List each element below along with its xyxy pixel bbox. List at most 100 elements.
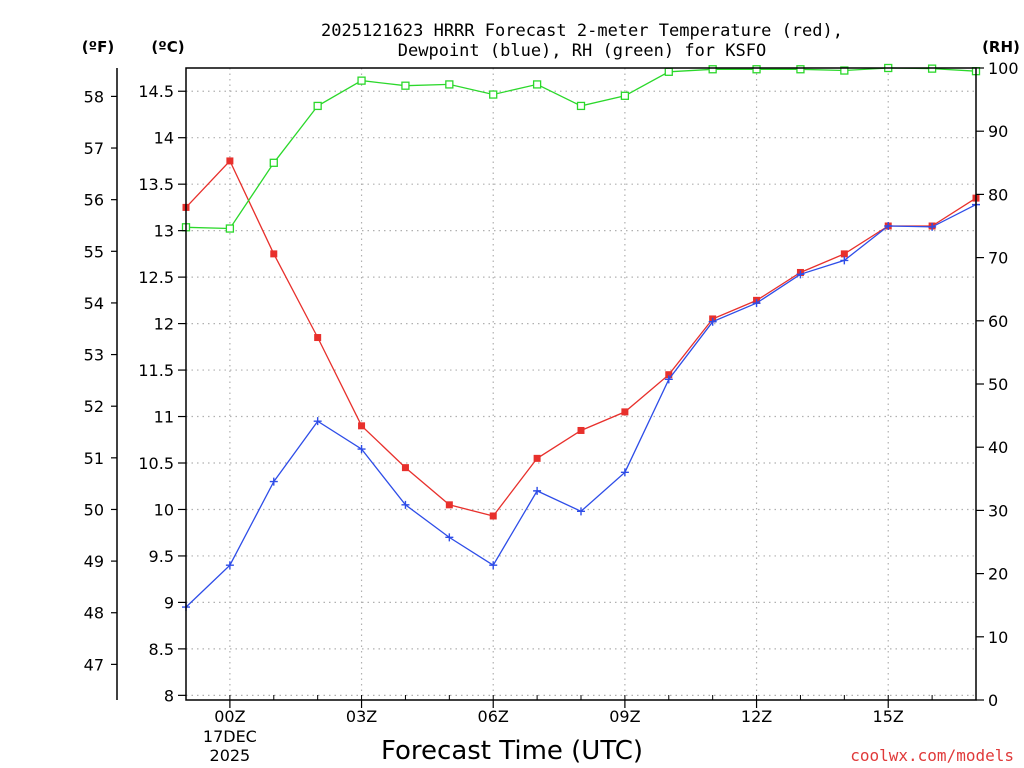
- temperature-point: [358, 422, 366, 430]
- rh-tick-label: 10: [988, 628, 1008, 647]
- rh-point: [576, 101, 586, 111]
- time-tick-label: 12Z: [741, 707, 772, 726]
- fahrenheit-tick-label: 49: [84, 552, 104, 571]
- rh-point: [269, 158, 278, 167]
- fahrenheit-tick-label: 47: [84, 655, 104, 674]
- celsius-tick-label: 9: [164, 593, 174, 612]
- celsius-tick-label: 11.5: [138, 361, 174, 380]
- celsius-tick-label: 9.5: [149, 547, 174, 566]
- dewpoint-point: [445, 533, 454, 542]
- rh-axis: 0 10 20 30 40 50 60 70 80 90 100: [976, 59, 1019, 710]
- celsius-tick-label: 10.5: [138, 454, 174, 473]
- celsius-tick-label: 12: [154, 315, 174, 334]
- rh-point: [620, 91, 630, 100]
- rh-point: [708, 65, 717, 74]
- rh-unit-label: (RH): [982, 38, 1020, 56]
- time-year-label: 2025: [210, 746, 251, 765]
- temperature-point: [577, 426, 585, 434]
- temperature-point: [621, 408, 629, 416]
- rh-tick-label: 20: [988, 565, 1008, 584]
- fahrenheit-tick-label: 52: [84, 397, 104, 416]
- rh-point: [664, 67, 673, 76]
- fahrenheit-axis: 47 48 49 50 51 52 53 54 55 56 57 58: [84, 87, 117, 674]
- rh-line: [185, 67, 977, 230]
- rh-point: [840, 66, 849, 75]
- celsius-tick-label: 11: [154, 408, 174, 427]
- chart-title-line1: 2025121623 HRRR Forecast 2-meter Tempera…: [321, 21, 843, 41]
- plot-frame: [185, 67, 977, 701]
- dewpoint-point: [840, 256, 849, 265]
- time-tick-label: 00Z: [214, 707, 245, 726]
- dewpoint-point: [796, 270, 805, 279]
- rh-point: [532, 80, 542, 89]
- rh-tick-label: 100: [988, 59, 1019, 78]
- fahrenheit-tick-label: 51: [84, 449, 104, 468]
- dewpoint-point: [928, 222, 937, 231]
- fahrenheit-tick-label: 58: [84, 87, 104, 106]
- fahrenheit-tick-label: 48: [84, 604, 104, 623]
- dewpoint-point: [269, 477, 278, 486]
- temperature-point: [489, 512, 497, 520]
- celsius-unit-label: (ºC): [151, 38, 184, 56]
- dewpoint-point: [577, 507, 585, 516]
- celsius-tick-label: 12.5: [138, 268, 174, 287]
- dewpoint-point: [225, 561, 234, 570]
- dewpoint-point: [357, 445, 366, 454]
- fahrenheit-tick-label: 57: [84, 139, 104, 158]
- temperature-point: [840, 250, 848, 258]
- fahrenheit-tick-label: 56: [84, 191, 104, 210]
- rh-point: [796, 65, 805, 74]
- rh-tick-label: 60: [988, 312, 1008, 331]
- rh-point: [401, 81, 410, 90]
- rh-tick-label: 0: [988, 691, 998, 710]
- temperature-point: [401, 464, 409, 472]
- credit-link[interactable]: coolwx.com/models: [850, 746, 1014, 765]
- rh-tick-label: 70: [988, 249, 1008, 268]
- fahrenheit-tick-label: 55: [84, 242, 104, 261]
- rh-tick-label: 90: [988, 122, 1008, 141]
- celsius-tick-label: 10: [154, 500, 174, 519]
- rh-point: [357, 76, 366, 85]
- dewpoint-line: [185, 204, 977, 608]
- dewpoint-point: [533, 486, 542, 495]
- fahrenheit-unit-label: (ºF): [82, 38, 114, 56]
- rh-point: [313, 101, 322, 111]
- temperature-point: [270, 250, 278, 258]
- rh-tick-label: 80: [988, 185, 1008, 204]
- rh-tick-label: 50: [988, 375, 1008, 394]
- celsius-tick-label: 8.5: [149, 640, 174, 659]
- celsius-tick-label: 13.5: [138, 175, 174, 194]
- grid-lines: [186, 68, 976, 700]
- rh-point: [489, 90, 498, 99]
- dewpoint-point: [664, 375, 673, 384]
- dewpoint-point: [489, 561, 498, 570]
- celsius-tick-label: 13: [154, 222, 174, 241]
- celsius-tick-label: 8: [164, 686, 174, 705]
- fahrenheit-tick-label: 50: [84, 500, 104, 519]
- temperature-point: [533, 454, 541, 462]
- series-layer: [181, 63, 981, 612]
- dewpoint-point: [620, 468, 629, 477]
- fahrenheit-tick-label: 53: [84, 346, 104, 365]
- fahrenheit-tick-label: 54: [84, 294, 104, 313]
- dewpoint-point: [313, 417, 322, 426]
- time-tick-label: 06Z: [478, 707, 509, 726]
- temperature-point: [226, 157, 234, 165]
- rh-point: [225, 224, 235, 233]
- temperature-point: [665, 371, 673, 379]
- time-tick-label: 09Z: [609, 707, 640, 726]
- chart-title-line2: Dewpoint (blue), RH (green) for KSFO: [398, 41, 766, 61]
- time-date-label: 17DEC: [203, 727, 257, 746]
- time-tick-label: 03Z: [346, 707, 377, 726]
- rh-tick-label: 30: [988, 501, 1008, 520]
- celsius-axis: 8 8.5 9 9.5 10 10.5 11 11.5 12 12.5 13 13.5 14 14.5: [138, 82, 186, 705]
- rh-point: [752, 65, 761, 74]
- dewpoint-point: [401, 500, 410, 509]
- temperature-point: [445, 501, 453, 509]
- dewpoint-point: [752, 299, 761, 308]
- rh-point: [445, 80, 454, 89]
- celsius-tick-label: 14: [154, 129, 174, 148]
- dewpoint-point: [708, 317, 717, 326]
